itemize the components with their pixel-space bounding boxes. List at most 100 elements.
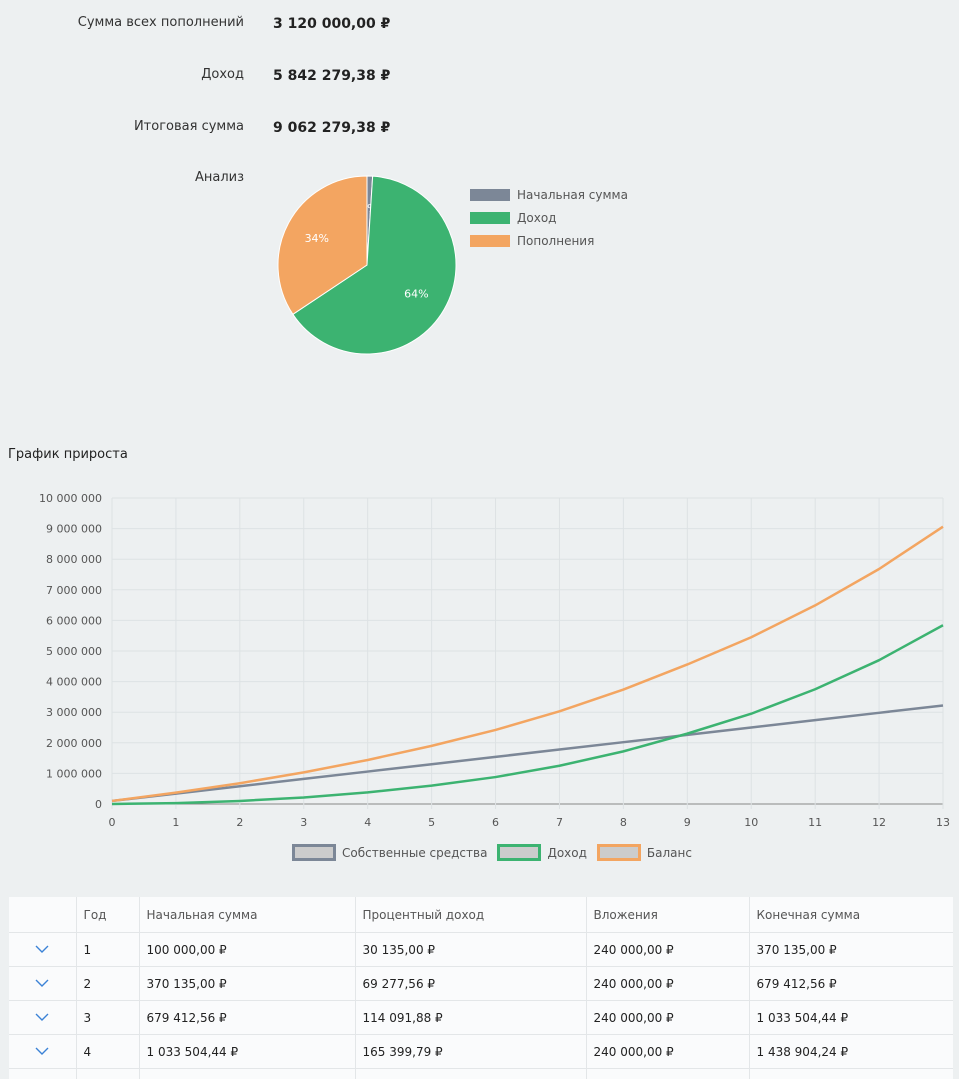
pie-legend-item-initial[interactable]: Начальная сумма	[470, 183, 628, 206]
summary-total-row: Итоговая сумма 9 062 279,38 ₽	[0, 119, 959, 143]
year-cell: 4	[76, 1034, 140, 1069]
line-legend-label: Собственные средства	[342, 845, 488, 860]
empty-cell	[139, 1068, 356, 1079]
start-sum-cell: 100 000,00 ₽	[139, 932, 356, 967]
chevron-down-icon[interactable]	[35, 1046, 49, 1056]
y-tick-label: 2 000 000	[46, 737, 102, 750]
deposits-value: 3 120 000,00 ₽	[273, 16, 391, 32]
col-year[interactable]: Год	[76, 897, 140, 933]
x-tick-label: 2	[236, 816, 243, 829]
balance-swatch	[596, 844, 641, 861]
line-legend-item-income[interactable]: Доход	[497, 844, 587, 861]
pie-legend: Начальная сумма Доход Пополнения	[470, 183, 628, 252]
x-tick-label: 12	[872, 816, 886, 829]
empty-cell	[9, 1068, 77, 1079]
interest-cell: 69 277,56 ₽	[355, 966, 587, 1001]
income-value: 5 842 279,38 ₽	[273, 68, 391, 84]
empty-cell	[586, 1068, 750, 1079]
y-tick-label: 1 000 000	[46, 767, 102, 780]
y-tick-label: 6 000 000	[46, 614, 102, 627]
table-row: 3 679 412,56 ₽114 091,88 ₽240 000,00 ₽1 0…	[9, 1000, 953, 1035]
analysis-label: Анализ	[194, 170, 244, 185]
income-swatch	[470, 211, 510, 224]
x-tick-label: 13	[936, 816, 950, 829]
growth-chart-title: График прироста	[8, 447, 128, 462]
y-tick-label: 4 000 000	[46, 676, 102, 689]
yearly-table: Год Начальная сумма Процентный доход Вло…	[9, 897, 953, 1079]
deposit-cell: 240 000,00 ₽	[586, 966, 750, 1001]
end-sum-cell: 370 135,00 ₽	[749, 932, 953, 967]
empty-cell	[355, 1068, 587, 1079]
interest-cell: 165 399,79 ₽	[355, 1034, 587, 1069]
line-legend-label: Баланс	[646, 845, 692, 860]
start-sum-cell: 370 135,00 ₽	[139, 966, 356, 1001]
table-header-row: Год Начальная сумма Процентный доход Вло…	[9, 897, 953, 933]
total-label: Итоговая сумма	[133, 119, 244, 134]
x-tick-label: 3	[300, 816, 307, 829]
line-legend-label: Доход	[547, 845, 587, 860]
table-row-partial	[9, 1068, 953, 1079]
col-expand	[9, 897, 77, 933]
x-tick-label: 7	[556, 816, 563, 829]
line-legend: Собственные средства Доход Баланс	[292, 844, 702, 861]
x-tick-label: 5	[428, 816, 435, 829]
income-line-swatch	[497, 844, 542, 861]
line-legend-item-balance[interactable]: Баланс	[596, 844, 692, 861]
y-tick-label: 8 000 000	[46, 553, 102, 566]
deposits-swatch	[470, 234, 510, 247]
expand-cell	[9, 932, 77, 967]
y-tick-label: 0	[95, 798, 102, 811]
chevron-down-icon[interactable]	[35, 1012, 49, 1022]
chevron-down-icon[interactable]	[35, 978, 49, 988]
table-row: 2 370 135,00 ₽69 277,56 ₽240 000,00 ₽679 …	[9, 966, 953, 1001]
deposit-cell: 240 000,00 ₽	[586, 932, 750, 967]
analysis-pie-chart: 1%64%34%	[277, 175, 457, 355]
growth-line-chart: 0 1 000 000 2 000 000 3 000 000 4 000 000 5 0…	[39, 492, 950, 829]
end-sum-cell: 1 033 504,44 ₽	[749, 1000, 953, 1035]
yearly-table-container: Год Начальная сумма Процентный доход Вло…	[9, 897, 953, 1079]
expand-cell	[9, 1034, 77, 1069]
pie-slice[interactable]	[292, 175, 457, 355]
deposit-cell: 240 000,00 ₽	[586, 1034, 750, 1069]
chart-grid	[111, 497, 944, 809]
col-deposits[interactable]: Вложения	[586, 897, 750, 933]
initial-swatch	[470, 188, 510, 201]
pie-legend-item-deposits[interactable]: Пополнения	[470, 229, 628, 252]
x-tick-label: 1	[172, 816, 179, 829]
pie-slice[interactable]	[277, 175, 368, 315]
summary-deposits-row: Сумма всех пополнений 3 120 000,00 ₽	[0, 15, 959, 39]
col-interest[interactable]: Процентный доход	[355, 897, 587, 933]
y-tick-label: 5 000 000	[46, 645, 102, 658]
end-sum-cell: 1 438 904,24 ₽	[749, 1034, 953, 1069]
deposit-cell: 240 000,00 ₽	[586, 1000, 750, 1035]
interest-cell: 114 091,88 ₽	[355, 1000, 587, 1035]
pie-legend-label: Пополнения	[517, 233, 595, 248]
col-end-sum[interactable]: Конечная сумма	[749, 897, 953, 933]
pie-slice-label: 34%	[305, 232, 329, 245]
own-funds-line	[111, 704, 944, 803]
x-tick-label: 4	[364, 816, 371, 829]
year-cell: 1	[76, 932, 140, 967]
interest-cell: 30 135,00 ₽	[355, 932, 587, 967]
col-start-sum[interactable]: Начальная сумма	[139, 897, 356, 933]
expand-cell	[9, 966, 77, 1001]
empty-cell	[749, 1068, 953, 1079]
start-sum-cell: 679 412,56 ₽	[139, 1000, 356, 1035]
year-cell: 2	[76, 966, 140, 1001]
own-funds-swatch	[292, 844, 336, 861]
income-line	[111, 624, 944, 806]
pie-slice-label: 64%	[404, 287, 428, 300]
year-cell: 3	[76, 1000, 140, 1035]
x-tick-label: 9	[684, 816, 691, 829]
chevron-down-icon[interactable]	[35, 944, 49, 954]
table-row: 1 100 000,00 ₽30 135,00 ₽240 000,00 ₽370 …	[9, 932, 953, 967]
total-value: 9 062 279,38 ₽	[273, 120, 391, 136]
x-tick-label: 11	[808, 816, 822, 829]
pie-legend-item-income[interactable]: Доход	[470, 206, 628, 229]
y-tick-label: 7 000 000	[46, 584, 102, 597]
y-tick-label: 10 000 000	[39, 492, 102, 505]
line-legend-item-own[interactable]: Собственные средства	[292, 844, 487, 861]
end-sum-cell: 679 412,56 ₽	[749, 966, 953, 1001]
x-tick-label: 8	[620, 816, 627, 829]
